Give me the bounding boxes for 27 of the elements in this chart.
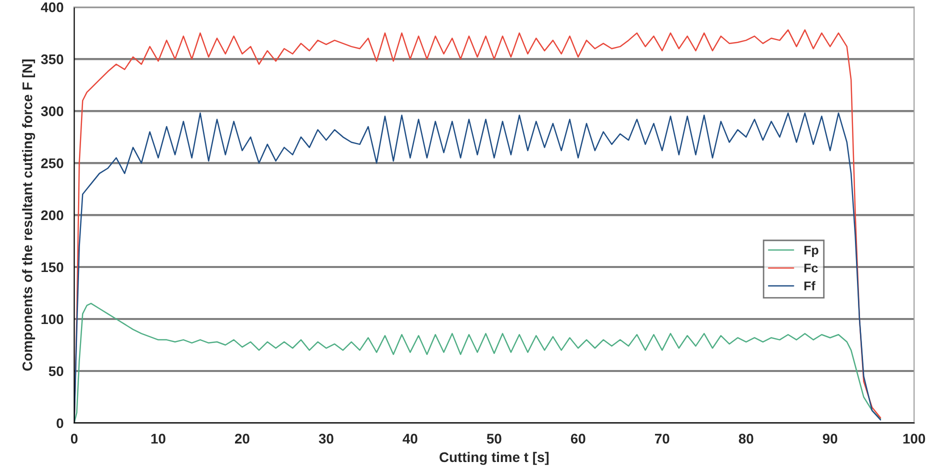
y-tick-label: 150 xyxy=(42,262,64,272)
x-tick-label: 60 xyxy=(570,434,586,444)
y-tick-label: 50 xyxy=(48,366,64,376)
x-tick-label: 30 xyxy=(318,434,334,444)
y-tick-label: 100 xyxy=(42,314,64,324)
y-tick-label: 400 xyxy=(40,2,64,12)
line-series xyxy=(74,302,882,423)
x-tick-label: 80 xyxy=(738,434,754,444)
x-tick-label: 50 xyxy=(486,434,502,444)
y-tick-label: 250 xyxy=(41,158,64,168)
x-tick-label: 90 xyxy=(822,434,838,444)
x-tick-label: 40 xyxy=(402,434,418,444)
x-tick-label: 70 xyxy=(655,434,670,444)
line-series xyxy=(74,112,882,423)
x-axis-title: Cutting time t [s] xyxy=(440,452,549,465)
x-tick-label: 10 xyxy=(151,434,166,444)
y-tick-label: 200 xyxy=(41,210,64,220)
x-tick-label: 0 xyxy=(70,434,78,444)
x-tick-label: 20 xyxy=(234,434,250,444)
y-tick-label: 350 xyxy=(40,54,64,64)
legend-label: Ff xyxy=(804,281,816,290)
x-tick-label: 100 xyxy=(903,434,926,444)
y-tick-label: 300 xyxy=(40,106,64,116)
legend-label: Fp xyxy=(804,246,818,258)
legend-label: Fc xyxy=(804,264,818,272)
y-axis-title: Components of the resultant cutting force F [N] xyxy=(22,60,36,371)
y-tick-label: 0 xyxy=(56,418,64,428)
